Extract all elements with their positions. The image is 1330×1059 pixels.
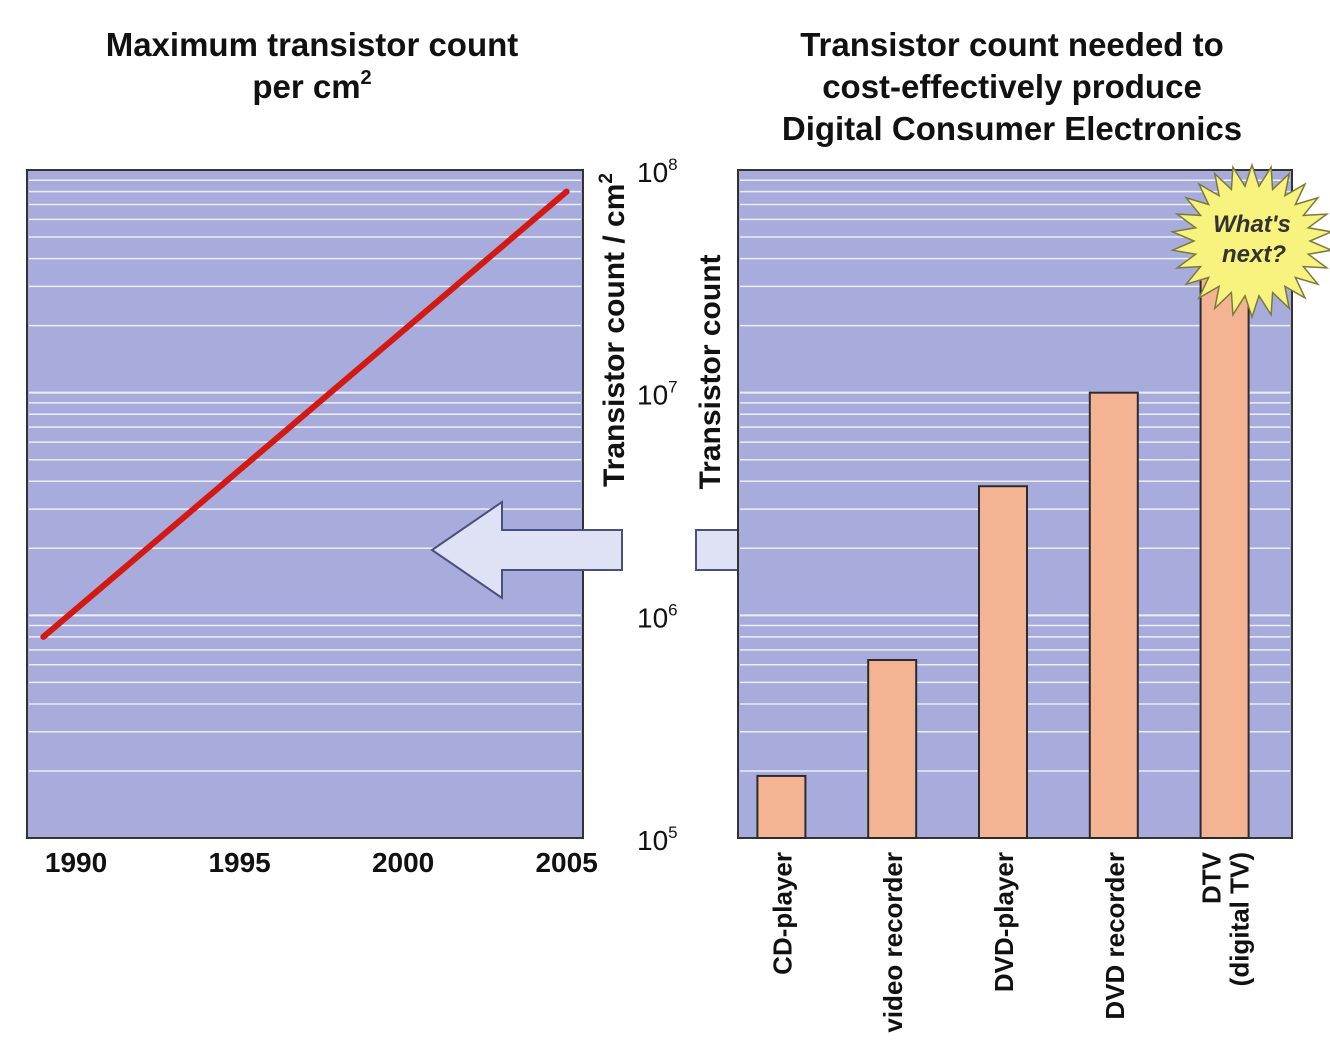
left-arrow-icon bbox=[430, 500, 623, 600]
y-tick-label: 108 bbox=[637, 155, 678, 188]
left-y-axis-label: Transistor count / cm2 bbox=[596, 173, 631, 487]
left-gridlines bbox=[29, 179, 581, 772]
x-tick-label: 2005 bbox=[535, 847, 597, 878]
right-chart: Transistor count needed to cost-effectiv… bbox=[694, 26, 1330, 1033]
x-tick-label: 1990 bbox=[45, 847, 107, 878]
left-y-axis-label-text: Transistor count / cm bbox=[598, 184, 631, 487]
right-y-axis-label: Transistor count bbox=[694, 254, 727, 489]
x-tick-label: 1995 bbox=[208, 847, 270, 878]
y-tick-exponent: 5 bbox=[668, 823, 677, 842]
callout-line-2: next? bbox=[1222, 241, 1286, 268]
right-gridlines bbox=[740, 179, 1290, 772]
left-title-line-2-text: per cm bbox=[252, 68, 360, 105]
bar bbox=[867, 659, 918, 839]
y-tick-base: 10 bbox=[637, 602, 668, 633]
left-chart: Maximum transistor count per cm2 1990 199… bbox=[26, 26, 631, 878]
right-title-line-1: Transistor count needed to bbox=[800, 26, 1224, 63]
bar-category-label-line: DVD-player bbox=[989, 852, 1019, 992]
bar-category-label-line: DTV bbox=[1197, 851, 1227, 904]
left-title-line-2: per cm2 bbox=[252, 67, 371, 105]
bars bbox=[756, 276, 1250, 840]
bar-category-label-line: video recorder bbox=[878, 852, 908, 1033]
bar-category-label: CD-player bbox=[767, 852, 797, 975]
y-tick-base: 10 bbox=[637, 825, 668, 856]
bar bbox=[1199, 276, 1250, 840]
bar-category-labels: CD-player video recorder DVD-player DVD rec… bbox=[767, 851, 1254, 1032]
right-title-line-2: cost-effectively produce bbox=[822, 68, 1202, 105]
y-tick-exponent: 8 bbox=[668, 155, 677, 174]
bar-category-label-line: (digital TV) bbox=[1225, 852, 1255, 986]
y-tick-label: 106 bbox=[637, 600, 678, 633]
left-x-ticks: 1990 1995 2000 2005 bbox=[45, 847, 598, 878]
left-plot-area bbox=[26, 169, 584, 839]
y-tick-exponent: 7 bbox=[668, 378, 677, 397]
bar-category-label: DTV(digital TV) bbox=[1197, 851, 1255, 986]
y-tick-base: 10 bbox=[637, 380, 668, 411]
bar bbox=[1088, 391, 1139, 839]
y-tick-label: 105 bbox=[637, 823, 678, 856]
right-title-line-3: Digital Consumer Electronics bbox=[782, 110, 1242, 147]
left-y-axis-label-superscript: 2 bbox=[596, 173, 617, 184]
starburst-icon bbox=[1169, 162, 1330, 320]
bar-category-label: video recorder bbox=[878, 852, 908, 1033]
bar bbox=[756, 774, 807, 839]
callout-line-1: What's bbox=[1213, 211, 1291, 238]
bar-category-label-line: DVD recorder bbox=[1100, 852, 1130, 1020]
bar bbox=[978, 485, 1028, 839]
bar-category-label: DVD recorder bbox=[1100, 852, 1130, 1020]
y-tick-exponent: 6 bbox=[668, 600, 677, 619]
whats-next-callout: What's next? bbox=[1169, 162, 1330, 320]
bar-category-label: DVD-player bbox=[989, 852, 1019, 992]
trend-line bbox=[40, 188, 570, 640]
left-title-superscript: 2 bbox=[361, 67, 372, 89]
left-title-line-1: Maximum transistor count bbox=[106, 26, 519, 63]
y-tick-base: 10 bbox=[637, 157, 668, 188]
x-tick-label: 2000 bbox=[372, 847, 434, 878]
y-tick-label: 107 bbox=[637, 378, 678, 411]
bar-category-label-line: CD-player bbox=[767, 852, 797, 975]
